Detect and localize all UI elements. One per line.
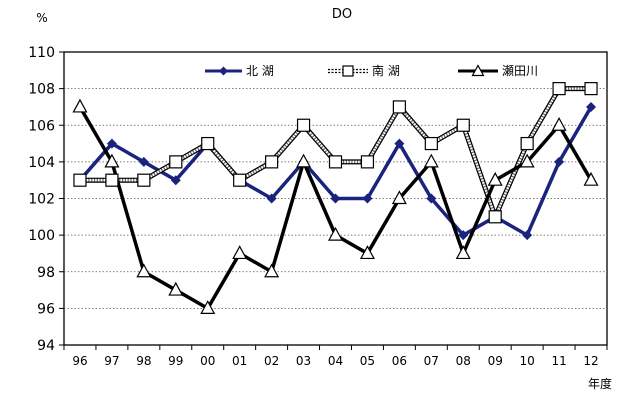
point-hokko-10	[522, 230, 533, 241]
x-tick-label-4: 00	[200, 354, 215, 368]
legend-item-hokko: 北 湖	[205, 63, 274, 78]
point-hokko-99	[170, 175, 181, 186]
point-hokko-04	[330, 193, 341, 204]
point-setagawa-05	[359, 245, 375, 260]
x-tick-label-2: 98	[136, 354, 151, 368]
x-tick-label-13: 09	[488, 354, 503, 368]
point-nanko-04	[328, 155, 343, 169]
point-setagawa-03	[296, 153, 312, 168]
y-tick-label-1: 96	[37, 301, 55, 317]
x-tick-label-3: 99	[168, 354, 183, 368]
legend-marker-nanko	[342, 65, 354, 77]
y-tick-label-7: 108	[28, 82, 55, 98]
x-tick-label-14: 10	[520, 354, 535, 368]
point-hokko-98	[138, 156, 149, 167]
legend-marker-setagawa	[471, 64, 485, 77]
point-nanko-11	[552, 82, 566, 96]
legend-label-setagawa: 瀬田川	[502, 64, 538, 78]
x-tick-label-10: 06	[392, 354, 407, 368]
point-nanko-12	[584, 82, 598, 96]
y-unit-label: %	[36, 11, 47, 25]
point-setagawa-10	[519, 153, 535, 168]
x-tick-label-5: 01	[232, 354, 247, 368]
point-nanko-10	[520, 136, 534, 151]
y-tick-label-5: 104	[28, 155, 55, 171]
x-axis-label: 年度	[588, 376, 612, 391]
point-hokko-02	[266, 193, 277, 204]
x-tick-label-16: 12	[583, 354, 598, 368]
y-tick-label-2: 98	[37, 265, 55, 281]
point-nanko-01	[233, 173, 247, 187]
point-hokko-05	[362, 193, 373, 204]
chart-title: DO	[332, 7, 352, 22]
y-tick-label-0: 94	[37, 338, 55, 354]
legend: 北 湖 南 湖 瀬田川	[205, 63, 538, 78]
x-axis-ticks: 96 97 98 99 00 01 02 03 04 05 06 07 08 09 10 11 12	[63, 345, 608, 368]
legend-item-setagawa: 瀬田川	[458, 64, 538, 78]
point-setagawa-09	[487, 171, 503, 186]
y-tick-label-3: 100	[28, 228, 55, 244]
point-setagawa-06	[391, 190, 407, 205]
point-setagawa-02	[264, 263, 280, 278]
point-hokko-11	[554, 156, 565, 167]
y-tick-label-8: 110	[28, 45, 55, 61]
point-hokko-06	[394, 138, 405, 149]
point-setagawa-11	[551, 116, 567, 131]
legend-label-nanko: 南 湖	[372, 63, 400, 78]
legend-marker-hokko	[219, 66, 228, 76]
y-tick-label-4: 102	[28, 192, 55, 208]
point-nanko-06	[392, 100, 406, 114]
point-nanko-96	[73, 173, 87, 187]
series-group	[72, 82, 599, 314]
y-tick-label-6: 106	[28, 118, 55, 134]
point-nanko-02	[265, 155, 279, 169]
x-tick-label-0: 96	[72, 354, 87, 368]
point-setagawa-08	[455, 245, 471, 260]
point-hokko-12	[586, 101, 597, 112]
point-setagawa-01	[232, 245, 248, 260]
x-tick-label-12: 08	[456, 354, 471, 368]
x-tick-label-15: 11	[551, 354, 566, 368]
x-tick-label-8: 04	[328, 354, 343, 368]
x-tick-label-1: 97	[104, 354, 119, 368]
x-tick-label-11: 07	[424, 354, 439, 368]
y-axis-ticks: 94 96 98 100 102 104 106 108 110	[28, 45, 64, 354]
point-setagawa-97	[104, 153, 120, 168]
x-tick-label-7: 03	[296, 354, 311, 368]
point-setagawa-12	[583, 171, 599, 186]
point-setagawa-00	[200, 300, 216, 314]
point-hokko-97	[106, 138, 117, 149]
point-nanko-05	[360, 155, 375, 169]
x-tick-label-9: 05	[360, 354, 375, 368]
point-nanko-07	[424, 136, 438, 151]
point-nanko-97	[105, 173, 119, 187]
point-nanko-99	[169, 155, 183, 169]
point-hokko-07	[426, 193, 437, 204]
point-hokko-08	[458, 230, 469, 241]
legend-label-hokko: 北 湖	[246, 63, 274, 78]
point-nanko-08	[456, 118, 470, 132]
point-nanko-98	[137, 173, 151, 187]
point-setagawa-04	[327, 226, 344, 241]
legend-item-nanko: 南 湖	[328, 63, 400, 78]
point-setagawa-99	[168, 281, 184, 296]
point-nanko-00	[201, 136, 215, 151]
x-tick-label-6: 02	[264, 354, 279, 368]
point-setagawa-07	[423, 153, 439, 168]
point-nanko-09	[488, 210, 502, 224]
point-nanko-03	[296, 118, 311, 132]
point-setagawa-98	[136, 263, 152, 278]
point-setagawa-96	[72, 98, 88, 113]
